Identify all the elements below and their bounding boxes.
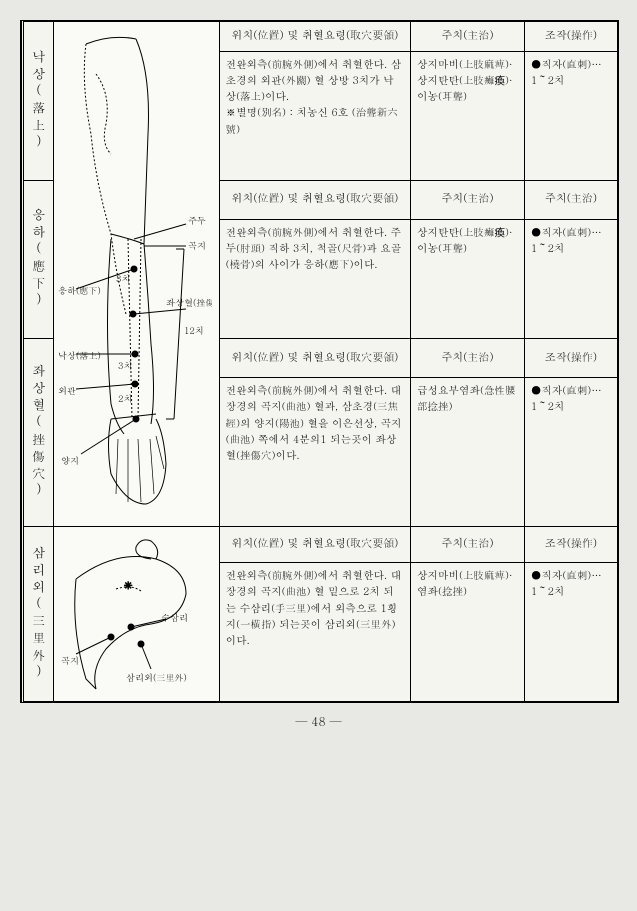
treatment-2: 상지탄탄(上肢癱瘓)·이농(耳聾) bbox=[411, 219, 525, 338]
lbl-eungha: 응하(應下) bbox=[58, 284, 101, 297]
operation-3: ●직자(直刺)… 1～2치 bbox=[524, 378, 617, 527]
main-table: 낙상(落上) bbox=[21, 21, 618, 702]
lbl-m3b: 3치 bbox=[118, 359, 132, 372]
header-location-2: 위치(位置) 및 취혈요령(取穴要領) bbox=[219, 180, 410, 219]
header-operation-4: 조작(操作) bbox=[524, 527, 617, 563]
header-treatment-2: 주치(主治) bbox=[411, 180, 525, 219]
header-location-3: 위치(位置) 및 취혈요령(取穴要領) bbox=[219, 338, 410, 377]
row-label-1: 낙상(落上) bbox=[23, 22, 54, 181]
treatment-1: 상지마비(上肢麻痺)·상지탄탄(上肢癱瘓)·이농(耳聾) bbox=[411, 51, 525, 180]
lbl2-gokji: 곡지 bbox=[61, 654, 79, 667]
illustration-arm: 주두 곡지 좌상혈(挫傷穴) 응하(應下) 3치 낙상(落上) 3치 외관 2치… bbox=[54, 22, 220, 527]
lbl2-susamri: 수삼리 bbox=[161, 611, 188, 624]
page-number: — 48 — bbox=[20, 713, 617, 730]
row-label-3: 좌상혈(挫傷穴) bbox=[23, 338, 54, 526]
header-location-1: 위치(位置) 및 취혈요령(取穴要領) bbox=[219, 22, 410, 52]
elbow-diagram-svg: ✳ 곡지 수삼리 삼리외(三里外) bbox=[56, 529, 212, 699]
lbl-jwasang: 좌상혈(挫傷穴) bbox=[166, 296, 212, 309]
header-treatment-1: 주치(主治) bbox=[411, 22, 525, 52]
location-4: 전완외측(前腕外側)에서 취혈한다. 대장경의 곡지(曲池) 혈 밑으로 2치 … bbox=[219, 563, 410, 702]
lbl-oegwan: 외관 bbox=[58, 384, 76, 397]
lbl2-samrioe: 삼리외(三里外) bbox=[126, 671, 187, 684]
page-container: 낙상(落上) bbox=[20, 20, 619, 703]
row-label-2: 응하(應下) bbox=[23, 180, 54, 338]
svg-text:✳: ✳ bbox=[124, 578, 132, 592]
operation-2: ●직자(直刺)… 1～2치 bbox=[524, 219, 617, 338]
header-operation-3: 조작(操作) bbox=[524, 338, 617, 377]
lbl-m2: 2치 bbox=[118, 392, 132, 405]
lbl-m3a: 3치 bbox=[116, 272, 130, 285]
lbl-yangji: 양지 bbox=[61, 454, 79, 467]
header-treatment-4: 주치(主治) bbox=[411, 527, 525, 563]
lbl-naksang: 낙상(落上) bbox=[58, 349, 101, 362]
operation-4: ●직자(直刺)… 1～2치 bbox=[524, 563, 617, 702]
header-operation-2-alt: 주치(主治) bbox=[524, 180, 617, 219]
row-label-4: 삼리외(三里外) bbox=[23, 527, 54, 702]
lbl-m12: 12치 bbox=[184, 324, 204, 337]
arm-diagram-svg: 주두 곡지 좌상혈(挫傷穴) 응하(應下) 3치 낙상(落上) 3치 외관 2치… bbox=[56, 24, 212, 524]
header-location-4: 위치(位置) 및 취혈요령(取穴要領) bbox=[219, 527, 410, 563]
location-1: 전완외측(前腕外側)에서 취혈한다. 삼초경의 외관(外關) 혈 상방 3치가 … bbox=[219, 51, 410, 180]
illustration-elbow: ✳ 곡지 수삼리 삼리외(三里外) bbox=[54, 527, 220, 702]
location-3: 전완외측(前腕外側)에서 취혈한다. 대장경의 곡지(曲池) 혈과, 삼초경(三… bbox=[219, 378, 410, 527]
lbl-gokji: 곡지 bbox=[188, 239, 206, 252]
location-2: 전완외측(前腕外側)에서 취혈한다. 주두(肘頭) 직하 3치, 척골(尺骨)과… bbox=[219, 219, 410, 338]
treatment-4: 상지마비(上肢麻痺)·염좌(捻挫) bbox=[411, 563, 525, 702]
header-treatment-3: 주치(主治) bbox=[411, 338, 525, 377]
header-operation-1: 조작(操作) bbox=[524, 22, 617, 52]
treatment-3: 급성요부염좌(急性腰部捻挫) bbox=[411, 378, 525, 527]
operation-1: ●직자(直刺)… 1～2치 bbox=[524, 51, 617, 180]
lbl-judu: 주두 bbox=[188, 214, 206, 227]
